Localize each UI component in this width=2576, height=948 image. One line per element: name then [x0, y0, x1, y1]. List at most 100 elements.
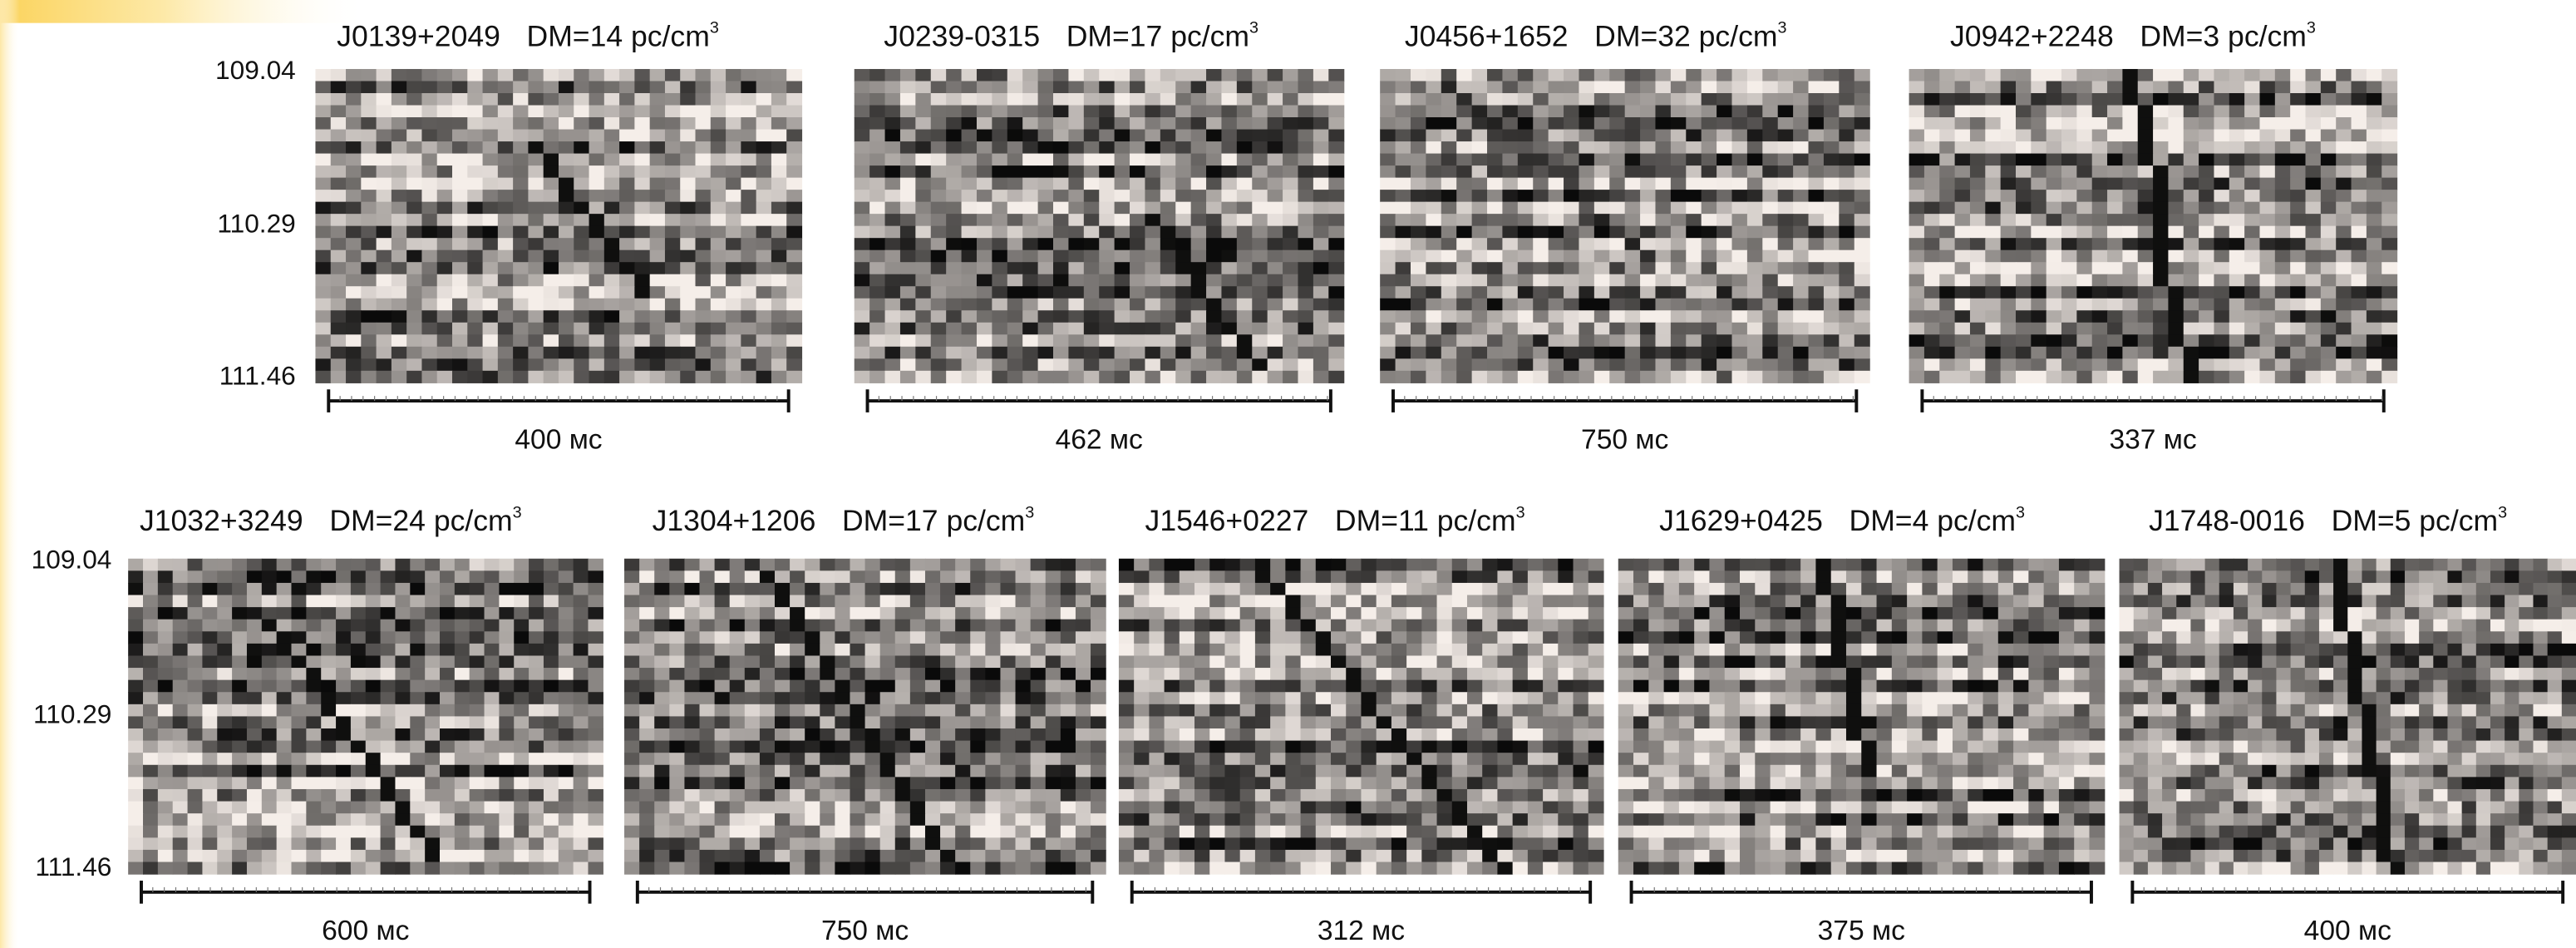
- pixel: [395, 668, 410, 680]
- pixel: [1955, 202, 1971, 215]
- pixel: [1007, 262, 1023, 274]
- pixel: [452, 154, 468, 166]
- pixel: [346, 81, 362, 94]
- pixel: [2031, 178, 2047, 190]
- pixel: [217, 704, 232, 717]
- pixel: [2229, 178, 2245, 190]
- pixel: [247, 741, 262, 753]
- pixel: [1038, 106, 1054, 118]
- pixel: [232, 826, 247, 838]
- pixel: [589, 106, 605, 118]
- pixel: [202, 559, 217, 571]
- pixel: [2092, 310, 2108, 323]
- pixel: [1022, 250, 1038, 263]
- pixel: [970, 644, 986, 656]
- pixel: [946, 250, 962, 263]
- pixel: [1909, 310, 1925, 323]
- pixel: [1564, 371, 1579, 383]
- pixel: [2107, 130, 2123, 142]
- pixel: [2168, 334, 2184, 347]
- pixel: [1985, 347, 2001, 359]
- pixel: [756, 106, 772, 118]
- pixel: [639, 728, 655, 741]
- pixel: [277, 631, 292, 644]
- pixel: [1068, 262, 1084, 274]
- pixel: [1175, 262, 1191, 274]
- pixel: [470, 680, 485, 693]
- pixel: [741, 347, 756, 359]
- pixel: [2229, 214, 2245, 226]
- pixel: [790, 765, 805, 778]
- pixel: [1671, 106, 1687, 118]
- pixel: [1038, 262, 1054, 274]
- pixel: [173, 777, 188, 789]
- pixel: [1456, 178, 1472, 190]
- pixel: [2259, 238, 2275, 250]
- pixel: [1909, 214, 1925, 226]
- pixel: [1640, 286, 1656, 299]
- pixel: [1175, 130, 1191, 142]
- pixel: [498, 165, 514, 178]
- pixel: [377, 371, 392, 383]
- pixel: [2092, 323, 2108, 335]
- pixel: [1717, 262, 1732, 274]
- pixel: [336, 862, 351, 875]
- pixel: [336, 559, 351, 571]
- pixel: [940, 704, 956, 717]
- pixel: [410, 753, 425, 765]
- pixel: [559, 250, 574, 263]
- pixel: [696, 93, 712, 106]
- pixel: [499, 765, 514, 778]
- pixel: [377, 274, 392, 287]
- pixel: [1084, 141, 1100, 154]
- pixel: [2168, 154, 2184, 166]
- pixel: [715, 631, 731, 644]
- pixel: [1268, 286, 1283, 299]
- pixel: [684, 644, 700, 656]
- pixel: [1924, 371, 1940, 383]
- pixel: [730, 559, 746, 571]
- pixel: [498, 274, 514, 287]
- pixel: [741, 299, 756, 311]
- pixel: [559, 274, 574, 287]
- pixel: [992, 371, 1007, 383]
- pixel: [321, 595, 336, 608]
- pixel: [1426, 358, 1441, 371]
- pixel: [639, 595, 655, 608]
- pixel: [544, 655, 559, 668]
- pixel: [1747, 154, 1763, 166]
- pixel: [2047, 106, 2062, 118]
- pixel: [1328, 202, 1344, 215]
- pixel: [665, 371, 681, 383]
- pixel: [2352, 154, 2367, 166]
- pixel: [771, 214, 787, 226]
- pixel: [1686, 141, 1702, 154]
- pixel: [771, 274, 787, 287]
- pixel: [992, 69, 1007, 81]
- pixel: [188, 583, 203, 595]
- pixel: [588, 837, 603, 850]
- pixel: [2061, 214, 2077, 226]
- pixel: [1130, 299, 1145, 311]
- pixel: [820, 668, 835, 680]
- pixel: [1016, 765, 1032, 778]
- pixel: [1007, 371, 1023, 383]
- pixel: [2001, 323, 2017, 335]
- pixel: [440, 765, 455, 778]
- pixel: [544, 607, 559, 620]
- pixel: [1533, 81, 1549, 94]
- pixel: [1283, 299, 1298, 311]
- pixel: [962, 299, 978, 311]
- pixel: [2199, 286, 2214, 299]
- pixel: [1022, 214, 1038, 226]
- pixel: [1206, 130, 1222, 142]
- pixel: [366, 655, 381, 668]
- pixel: [1175, 93, 1191, 106]
- pixel: [2321, 81, 2337, 94]
- pixel: [1115, 69, 1130, 81]
- pixel: [1955, 178, 1971, 190]
- pixel: [756, 371, 772, 383]
- pixel: [485, 704, 500, 717]
- pixel: [1130, 323, 1145, 335]
- pixel: [1175, 165, 1191, 178]
